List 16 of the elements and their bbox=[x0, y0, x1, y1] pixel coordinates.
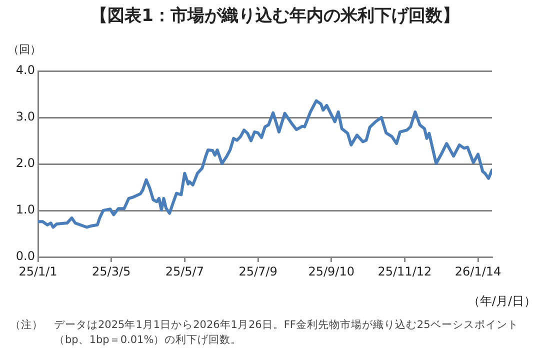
x-tick-label: 25/5/7 bbox=[165, 264, 204, 278]
x-tick-label: 25/11/12 bbox=[378, 264, 432, 278]
x-axis-title: （年/月/日） bbox=[468, 293, 536, 310]
y-tick-label: 0.0 bbox=[16, 249, 35, 264]
text: （注） データは2025年1月1日から2026年1月26日。FF金利先物市場が織り込む25ベーシスポイント（bp、1bp＝0.01%）の利下げ回数。 bbox=[10, 318, 520, 348]
x-tick-label: 25/1/1 bbox=[18, 264, 58, 278]
y-axis-title: （回） bbox=[8, 42, 41, 57]
y-tick-label: 4.0 bbox=[16, 63, 35, 78]
y-tick-label: 2.0 bbox=[16, 156, 35, 170]
x-tick-label: 25/7/9 bbox=[238, 264, 278, 278]
x-tick-label: 25/3/5 bbox=[92, 264, 131, 278]
x-tick-label: 25/9/10 bbox=[308, 264, 354, 278]
y-tick-label: 3.0 bbox=[16, 110, 35, 124]
x-tick-label: 26/1/14 bbox=[454, 264, 502, 278]
y-tick-label: 1.0 bbox=[16, 202, 35, 217]
chart-title: 【図表1：市場が織り込む年内の米利下げ回数】 bbox=[90, 5, 460, 27]
